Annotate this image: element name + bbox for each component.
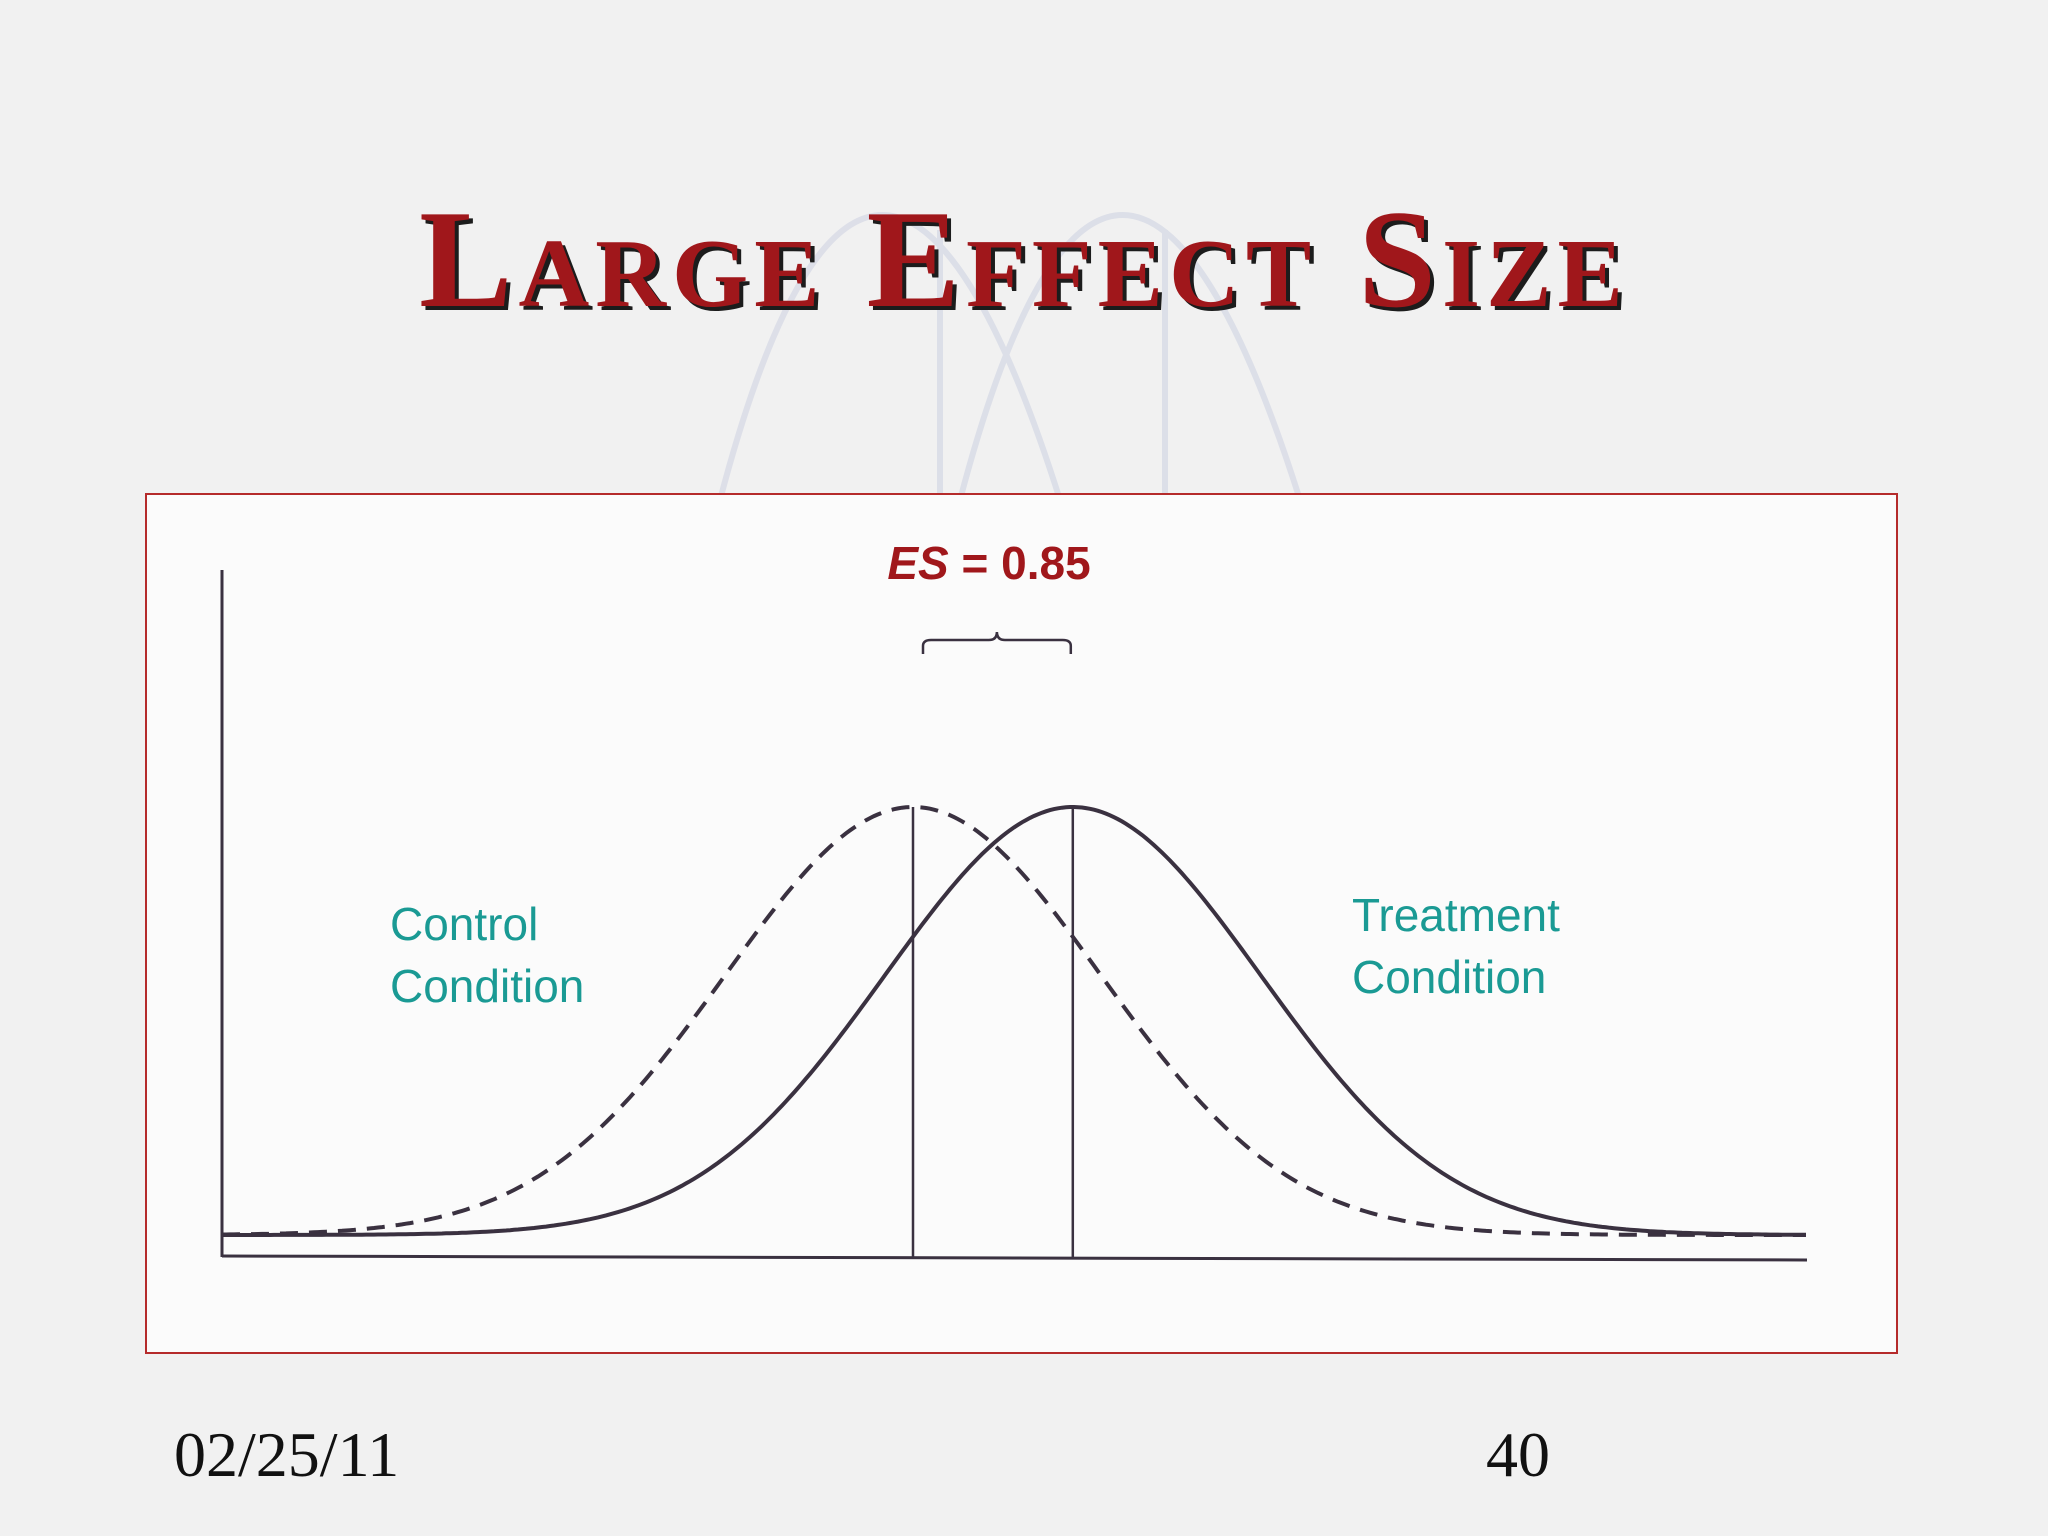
chart-frame: ES = 0.85 Control Condition Treatment Co… <box>145 493 1898 1354</box>
treatment-label-line-2: Condition <box>1352 951 1546 1003</box>
slide-date: 02/25/11 <box>174 1419 400 1490</box>
treatment-condition-curve <box>222 805 1806 1237</box>
effect-size-label: ES = 0.85 <box>887 537 1090 589</box>
effect-size-bracket <box>921 631 1073 654</box>
x-axis <box>221 1254 1808 1262</box>
slide-title: Large Effect Size <box>419 182 1629 337</box>
control-label-line-2: Condition <box>390 960 584 1012</box>
slide-page-number: 40 <box>1486 1419 1550 1490</box>
treatment-condition-label: Treatment Condition <box>1352 889 1573 1003</box>
control-condition-curve <box>222 804 1806 1237</box>
effect-size-symbol: ES <box>887 537 949 589</box>
treatment-label-line-1: Treatment <box>1352 889 1560 941</box>
control-label-line-1: Control <box>390 898 538 950</box>
control-condition-label: Control Condition <box>390 898 584 1012</box>
effect-size-chart: ES = 0.85 Control Condition Treatment Co… <box>220 537 1808 1262</box>
effect-size-value: = 0.85 <box>949 537 1091 589</box>
